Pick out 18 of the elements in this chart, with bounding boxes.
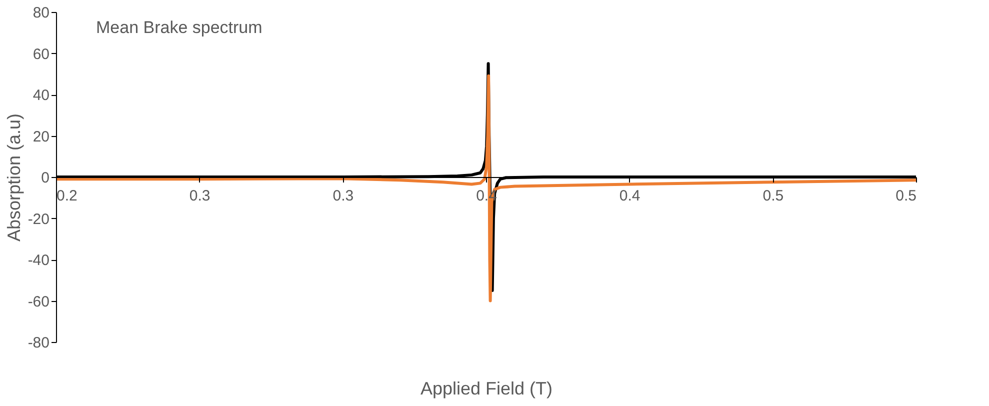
y-tick-label: 80 [32, 4, 50, 22]
y-tick-label: -80 [28, 334, 50, 352]
x-tick-label: 0.3 [189, 188, 210, 204]
y-tick-label: -40 [28, 252, 50, 269]
y-tick-label: 40 [32, 87, 50, 104]
x-tick-label: 0.5 [896, 188, 916, 204]
x-tick-label: 0.5 [762, 188, 784, 204]
y-tick-label: -20 [28, 210, 50, 228]
y-tick-label: -60 [28, 293, 50, 310]
x-tick-label: 0.2 [56, 188, 78, 204]
y-tick-label: 20 [32, 128, 50, 146]
x-tick-label: 0.3 [332, 188, 354, 204]
y-tick-label: 60 [32, 46, 50, 63]
x-tick-label: 0.4 [619, 188, 640, 204]
annotation: Mean Brake spectrum [96, 18, 262, 37]
y-tick-label: 0 [41, 170, 50, 186]
y-axis-title: Absorption (a.u) [4, 113, 24, 242]
x-axis-title: Applied Field (T) [420, 378, 553, 398]
